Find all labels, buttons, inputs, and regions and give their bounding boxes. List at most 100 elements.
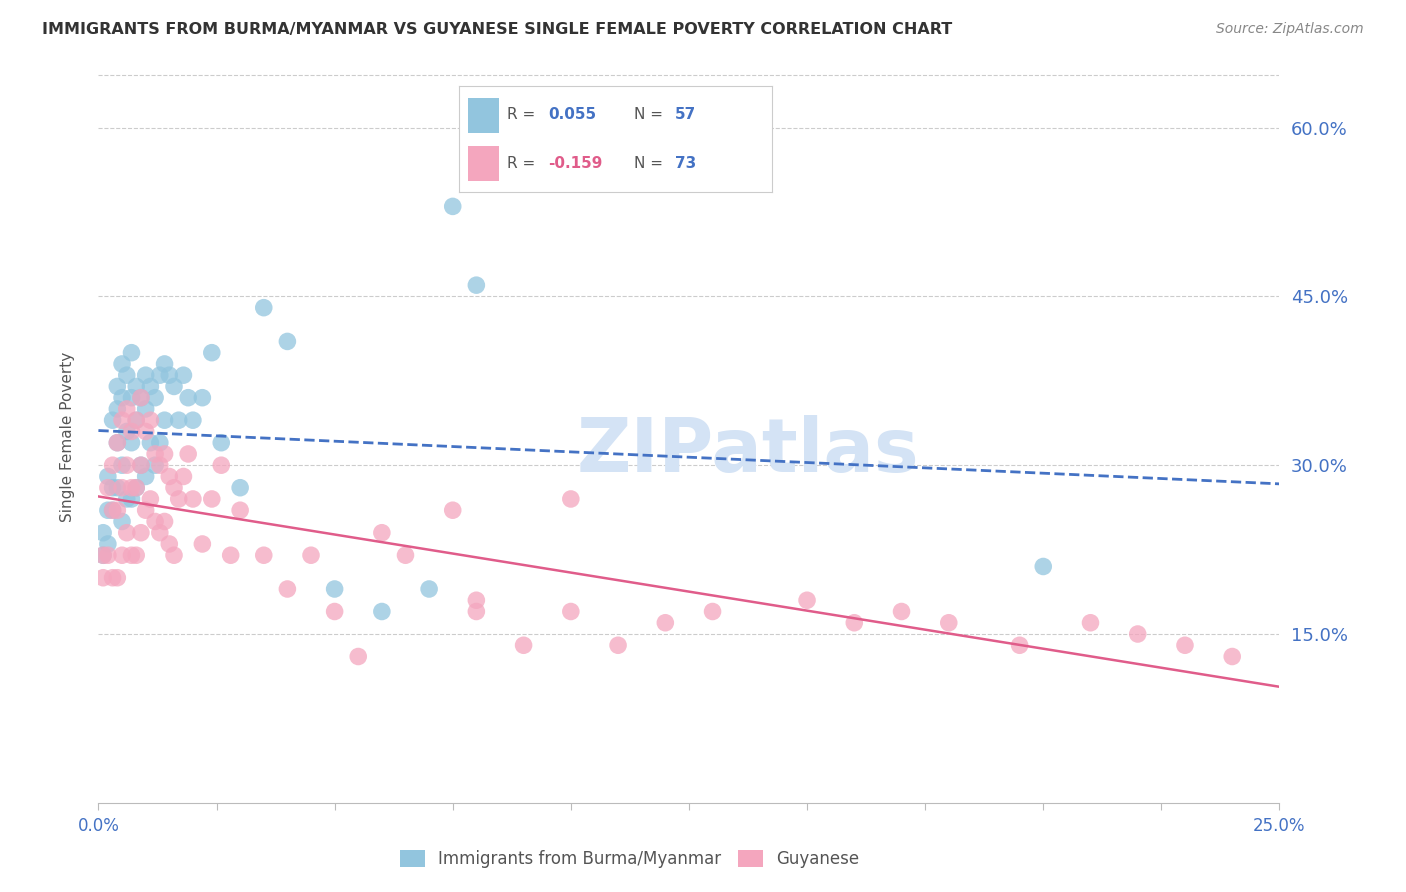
Point [121, 391, 143, 405]
Point [441, 199, 464, 213]
Point [121, 425, 143, 439]
Point [105, 435, 128, 450]
Point [153, 357, 176, 371]
Point [394, 548, 416, 562]
Point [607, 638, 630, 652]
Point [465, 605, 488, 619]
Point [111, 357, 134, 371]
Text: IMMIGRANTS FROM BURMA/MYANMAR VS GUYANESE SINGLE FEMALE POVERTY CORRELATION CHAR: IMMIGRANTS FROM BURMA/MYANMAR VS GUYANES… [42, 22, 952, 37]
Legend: Immigrants from Burma/Myanmar, Guyanese: Immigrants from Burma/Myanmar, Guyanese [394, 844, 866, 875]
Point [121, 548, 143, 562]
Point [149, 368, 172, 383]
Point [229, 481, 252, 495]
Point [181, 491, 204, 506]
Point [276, 582, 298, 596]
Point [111, 515, 134, 529]
Point [101, 503, 124, 517]
Point [129, 391, 152, 405]
Point [844, 615, 866, 630]
Point [167, 491, 190, 506]
Point [1126, 627, 1149, 641]
Point [97, 481, 120, 495]
Point [201, 345, 224, 359]
Point [371, 605, 394, 619]
Point [115, 368, 138, 383]
Point [157, 469, 180, 483]
Point [111, 391, 134, 405]
Point [135, 503, 157, 517]
Point [115, 401, 138, 416]
Point [129, 525, 152, 540]
Point [129, 391, 152, 405]
Point [191, 391, 214, 405]
Point [1080, 615, 1102, 630]
Point [139, 379, 162, 393]
Point [125, 413, 148, 427]
Point [139, 435, 162, 450]
Point [91, 571, 114, 585]
Point [111, 481, 134, 495]
Point [111, 413, 134, 427]
Text: Source: ZipAtlas.com: Source: ZipAtlas.com [1216, 22, 1364, 37]
Point [91, 548, 114, 562]
Point [91, 525, 114, 540]
Point [177, 391, 200, 405]
Point [111, 548, 134, 562]
Point [157, 368, 180, 383]
Point [153, 515, 176, 529]
Point [167, 413, 190, 427]
Point [323, 582, 346, 596]
Point [1220, 649, 1243, 664]
Point [702, 605, 724, 619]
Point [153, 447, 176, 461]
Point [172, 469, 194, 483]
Point [153, 413, 176, 427]
Point [441, 503, 464, 517]
Text: ZIPatlas: ZIPatlas [576, 415, 920, 488]
Point [1008, 638, 1031, 652]
Point [299, 548, 322, 562]
Point [135, 425, 157, 439]
Point [121, 491, 143, 506]
Point [97, 503, 120, 517]
Point [371, 525, 394, 540]
Point [149, 525, 172, 540]
Point [97, 548, 120, 562]
Point [101, 458, 124, 473]
Point [121, 481, 143, 495]
Point [91, 548, 114, 562]
Point [125, 413, 148, 427]
Point [209, 435, 232, 450]
Y-axis label: Single Female Poverty: Single Female Poverty [60, 352, 75, 522]
Point [125, 481, 148, 495]
Point [115, 425, 138, 439]
Point [143, 458, 166, 473]
Point [253, 548, 276, 562]
Point [253, 301, 276, 315]
Point [163, 481, 186, 495]
Point [1174, 638, 1197, 652]
Point [121, 345, 143, 359]
Point [97, 537, 120, 551]
Point [105, 481, 128, 495]
Point [129, 458, 152, 473]
Point [101, 503, 124, 517]
Point [938, 615, 960, 630]
Point [135, 401, 157, 416]
Point [135, 368, 157, 383]
Point [219, 548, 242, 562]
Point [465, 593, 488, 607]
Point [125, 481, 148, 495]
Point [465, 278, 488, 293]
Point [143, 447, 166, 461]
Point [105, 401, 128, 416]
Point [101, 481, 124, 495]
Point [560, 605, 582, 619]
Point [181, 413, 204, 427]
Point [105, 379, 128, 393]
Point [105, 571, 128, 585]
Point [149, 435, 172, 450]
Point [163, 379, 186, 393]
Point [157, 537, 180, 551]
Point [191, 537, 214, 551]
